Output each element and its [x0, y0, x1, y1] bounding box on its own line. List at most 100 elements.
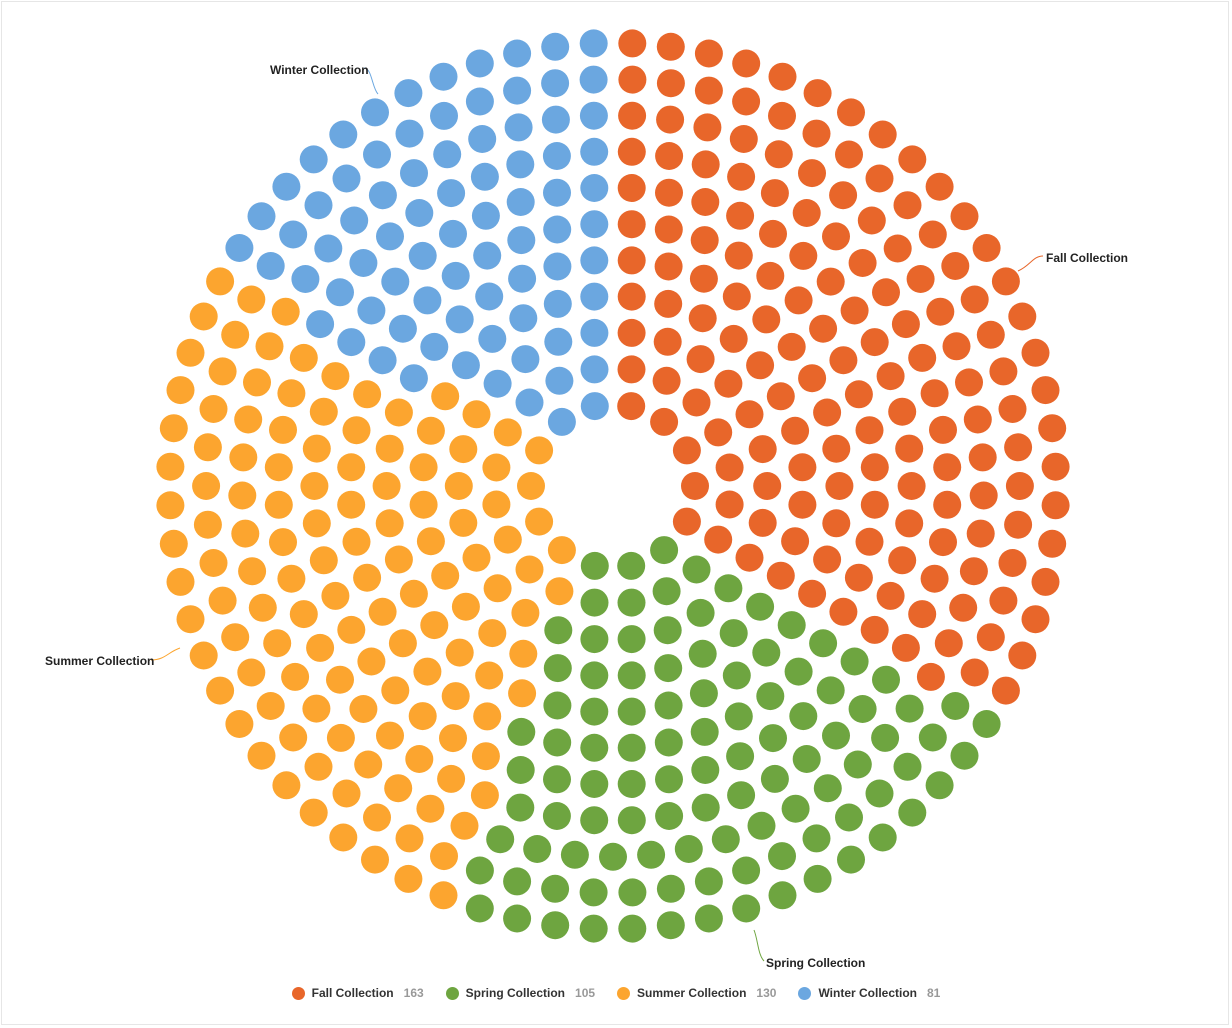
item-dot-winter-collection[interactable]: [471, 201, 500, 230]
item-dot-fall-collection[interactable]: [829, 597, 858, 626]
item-dot-fall-collection[interactable]: [825, 472, 854, 500]
item-dot-summer-collection[interactable]: [176, 338, 205, 367]
item-dot-summer-collection[interactable]: [409, 490, 438, 519]
legend-item-fall[interactable]: Fall Collection 163: [291, 986, 424, 1000]
item-dot-winter-collection[interactable]: [451, 351, 480, 380]
item-dot-summer-collection[interactable]: [337, 615, 366, 644]
item-dot-fall-collection[interactable]: [991, 267, 1020, 296]
item-dot-winter-collection[interactable]: [506, 150, 535, 179]
item-dot-fall-collection[interactable]: [672, 507, 701, 536]
item-dot-winter-collection[interactable]: [408, 241, 437, 270]
item-dot-summer-collection[interactable]: [349, 695, 378, 723]
item-dot-fall-collection[interactable]: [822, 222, 850, 251]
item-dot-fall-collection[interactable]: [1008, 302, 1037, 331]
item-dot-summer-collection[interactable]: [399, 579, 428, 608]
item-dot-spring-collection[interactable]: [506, 756, 535, 784]
item-dot-fall-collection[interactable]: [920, 379, 949, 408]
item-dot-summer-collection[interactable]: [248, 593, 277, 622]
item-dot-spring-collection[interactable]: [503, 904, 532, 933]
item-dot-fall-collection[interactable]: [746, 351, 775, 380]
item-dot-winter-collection[interactable]: [543, 215, 572, 244]
item-dot-summer-collection[interactable]: [289, 343, 318, 372]
item-dot-fall-collection[interactable]: [1004, 510, 1033, 539]
item-dot-winter-collection[interactable]: [504, 113, 533, 142]
item-dot-fall-collection[interactable]: [764, 140, 793, 169]
item-dot-summer-collection[interactable]: [159, 529, 188, 558]
item-dot-fall-collection[interactable]: [857, 206, 886, 235]
item-dot-winter-collection[interactable]: [580, 174, 609, 202]
item-dot-spring-collection[interactable]: [599, 842, 627, 871]
item-dot-winter-collection[interactable]: [399, 364, 428, 393]
item-dot-winter-collection[interactable]: [579, 29, 608, 58]
item-dot-spring-collection[interactable]: [617, 806, 646, 835]
item-dot-spring-collection[interactable]: [746, 592, 775, 621]
item-dot-spring-collection[interactable]: [816, 676, 845, 705]
item-dot-fall-collection[interactable]: [1031, 376, 1060, 405]
item-dot-spring-collection[interactable]: [654, 654, 683, 683]
item-dot-summer-collection[interactable]: [332, 779, 361, 808]
item-dot-spring-collection[interactable]: [972, 710, 1001, 738]
item-dot-fall-collection[interactable]: [652, 366, 681, 395]
item-dot-summer-collection[interactable]: [176, 605, 205, 634]
item-dot-winter-collection[interactable]: [541, 105, 570, 134]
item-dot-winter-collection[interactable]: [306, 310, 335, 339]
item-dot-spring-collection[interactable]: [688, 639, 717, 668]
item-dot-fall-collection[interactable]: [941, 252, 970, 280]
item-dot-spring-collection[interactable]: [543, 691, 572, 720]
item-dot-fall-collection[interactable]: [618, 29, 647, 58]
item-dot-winter-collection[interactable]: [579, 101, 608, 130]
item-dot-fall-collection[interactable]: [934, 629, 963, 658]
item-dot-spring-collection[interactable]: [656, 911, 685, 940]
item-dot-summer-collection[interactable]: [508, 679, 537, 708]
item-dot-winter-collection[interactable]: [400, 159, 428, 188]
item-dot-spring-collection[interactable]: [840, 647, 869, 676]
item-dot-fall-collection[interactable]: [617, 282, 646, 311]
item-dot-fall-collection[interactable]: [893, 191, 922, 220]
item-dot-fall-collection[interactable]: [729, 125, 758, 153]
item-dot-summer-collection[interactable]: [277, 564, 306, 593]
item-dot-summer-collection[interactable]: [353, 380, 382, 409]
item-dot-winter-collection[interactable]: [542, 142, 571, 170]
item-dot-fall-collection[interactable]: [688, 304, 717, 333]
item-dot-spring-collection[interactable]: [580, 733, 609, 762]
item-dot-fall-collection[interactable]: [920, 564, 949, 593]
item-dot-fall-collection[interactable]: [925, 172, 954, 201]
item-dot-spring-collection[interactable]: [656, 874, 685, 903]
item-dot-winter-collection[interactable]: [503, 39, 532, 68]
item-dot-fall-collection[interactable]: [682, 388, 711, 417]
item-dot-spring-collection[interactable]: [722, 661, 751, 690]
item-dot-winter-collection[interactable]: [580, 137, 609, 166]
item-dot-spring-collection[interactable]: [486, 825, 515, 854]
item-dot-winter-collection[interactable]: [580, 282, 609, 311]
item-dot-fall-collection[interactable]: [617, 137, 646, 166]
item-dot-fall-collection[interactable]: [968, 443, 997, 472]
item-dot-winter-collection[interactable]: [437, 179, 466, 208]
item-dot-fall-collection[interactable]: [989, 586, 1018, 615]
item-dot-summer-collection[interactable]: [545, 577, 574, 606]
item-dot-winter-collection[interactable]: [508, 264, 537, 293]
item-dot-summer-collection[interactable]: [302, 434, 331, 463]
item-dot-winter-collection[interactable]: [405, 199, 434, 227]
item-dot-fall-collection[interactable]: [654, 215, 683, 244]
item-dot-spring-collection[interactable]: [732, 856, 761, 885]
item-dot-spring-collection[interactable]: [579, 914, 608, 943]
item-dot-spring-collection[interactable]: [756, 682, 785, 711]
item-dot-summer-collection[interactable]: [430, 842, 458, 871]
item-dot-spring-collection[interactable]: [503, 867, 532, 896]
item-dot-spring-collection[interactable]: [893, 752, 922, 781]
item-dot-spring-collection[interactable]: [617, 625, 646, 654]
item-dot-winter-collection[interactable]: [272, 172, 301, 201]
item-dot-winter-collection[interactable]: [332, 164, 361, 193]
item-dot-summer-collection[interactable]: [337, 490, 366, 519]
item-dot-fall-collection[interactable]: [617, 392, 646, 421]
item-dot-winter-collection[interactable]: [547, 407, 576, 436]
item-dot-spring-collection[interactable]: [617, 588, 646, 617]
item-dot-fall-collection[interactable]: [897, 472, 926, 500]
item-dot-fall-collection[interactable]: [654, 289, 683, 318]
item-dot-fall-collection[interactable]: [689, 264, 718, 293]
item-dot-spring-collection[interactable]: [580, 551, 609, 580]
item-dot-fall-collection[interactable]: [691, 150, 720, 179]
item-dot-winter-collection[interactable]: [470, 162, 499, 191]
item-dot-summer-collection[interactable]: [395, 824, 424, 853]
item-dot-spring-collection[interactable]: [580, 661, 609, 690]
